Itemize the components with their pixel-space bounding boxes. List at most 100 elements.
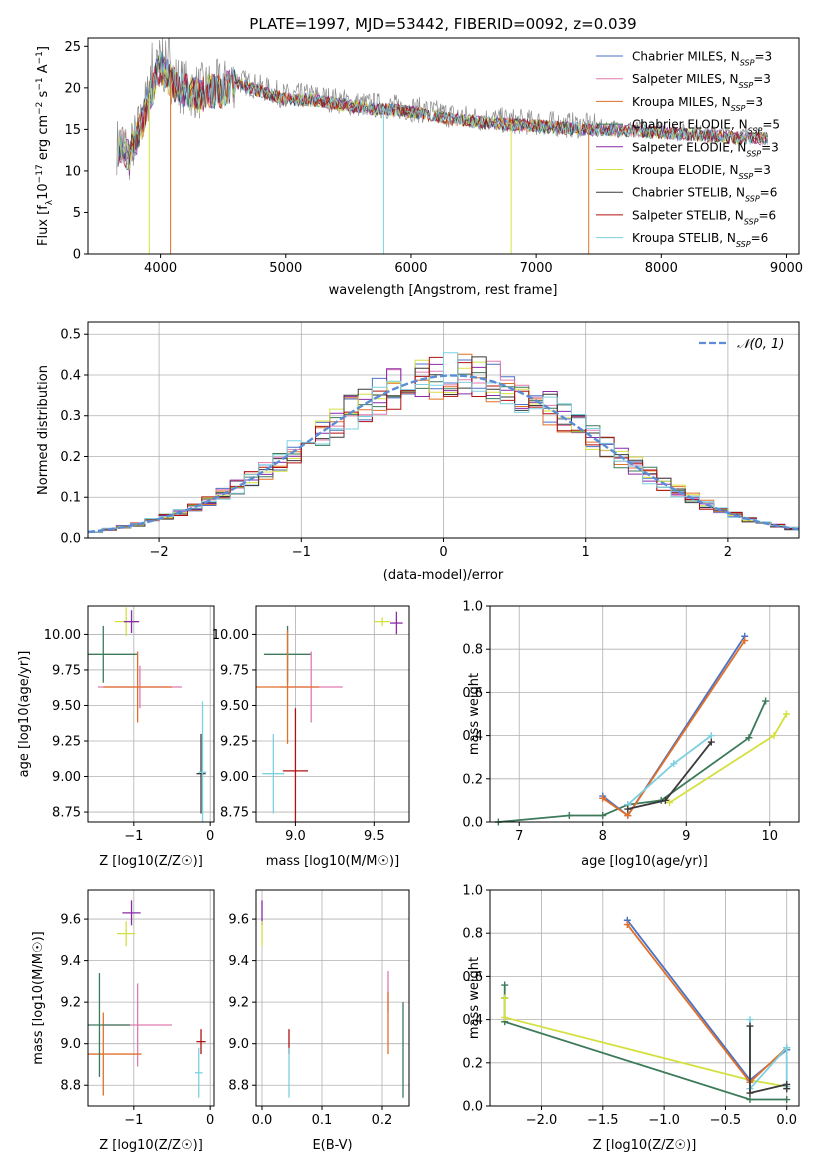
spectrum-ylabel: Flux [fλ10−17 erg cm−2 s−1 A−1] [35, 46, 55, 246]
spectrum-xtick-label: 5000 [269, 261, 302, 276]
massweight-vs-age-xtick-label: 7 [515, 829, 523, 844]
residuals-panel: (data-model)/error Normed distribution −… [36, 321, 800, 583]
mass-vs-Z-ytick-label: 9.0 [60, 1037, 81, 1052]
massweight-vs-age-point-marker [707, 738, 715, 746]
massweight-vs-Z-ytick-label: 0.6 [462, 970, 483, 985]
massweight-vs-Z-frame [489, 889, 800, 1107]
residuals-ytick-label: 0.2 [60, 450, 81, 465]
age-vs-mass-frame [255, 605, 410, 823]
massweight-vs-Z-xtick-label: −1.5 [587, 1113, 619, 1128]
spectrum-ytick-label: 5 [73, 206, 81, 221]
massweight-vs-age-point-marker [741, 637, 749, 645]
spectrum-plot-area [116, 37, 769, 254]
massweight-vs-age-ytick-label: 0.0 [462, 816, 483, 831]
residuals-ytick-label: 0.1 [60, 491, 81, 506]
massweight-vs-age-point-marker [707, 732, 715, 740]
massweight-vs-Z-ytick-label: 0.2 [462, 1056, 483, 1071]
legend-label: Chabrier STELIB, NSSP=6 [632, 186, 777, 204]
spectrum-legend: Chabrier MILES, NSSP=3 Salpeter MILES, NS… [596, 50, 780, 249]
residuals-xtick-label: 2 [724, 545, 732, 560]
massweight-vs-Z-ytick-label: 0.0 [462, 1100, 483, 1115]
residuals-ticks: −2 −1 0 1 2 0.0 0.1 0.2 0.3 0.4 0.5 [60, 328, 732, 560]
massweight-vs-Z-point-marker [746, 1096, 754, 1104]
massweight-vs-Z-point-marker [746, 1016, 754, 1024]
legend-label: Kroupa STELIB, NSSP=6 [632, 231, 768, 249]
massweight-vs-Z-ytick-label: 0.8 [462, 927, 483, 942]
spectrum-ytick-label: 15 [64, 123, 81, 138]
massweight-vs-Z-xtick-label: −1.0 [648, 1113, 680, 1128]
age-vs-Z-ytick-label: 9.75 [52, 663, 81, 678]
mass-vs-Z-frame [87, 889, 215, 1107]
mass-vs-Z-ylabel: mass [log10(M/M☉)] [31, 931, 46, 1064]
massweight-vs-Z-ylabel: mass weight [467, 957, 482, 1039]
massweight-vs-age-ytick-label: 1.0 [462, 600, 483, 615]
massweight-vs-age-point-marker [666, 799, 674, 807]
massweight-vs-Z-xtick-label: −0.5 [710, 1113, 742, 1128]
age-vs-Z-ytick-label: 9.00 [52, 770, 81, 785]
residuals-xtick-label: −1 [292, 545, 311, 560]
residuals-gaussian-curve [87, 374, 800, 534]
massweight-vs-Z-point-marker [501, 994, 509, 1002]
massweight-vs-age-point-marker [599, 812, 607, 820]
massweight-vs-Z-point-marker [783, 1085, 791, 1093]
legend-label: Chabrier ELODIE, NSSP=5 [632, 118, 780, 136]
mass-vs-ebv-xtick-label: 0.2 [372, 1113, 393, 1128]
massweight-vs-age-point-marker [782, 710, 790, 718]
massweight-vs-Z-point-marker [783, 1044, 791, 1052]
legend-label: Kroupa MILES, NSSP=3 [632, 95, 763, 113]
massweight-vs-Z-point-marker [746, 1089, 754, 1097]
spectrum-panel: PLATE=1997, MJD=53442, FIBERID=0092, z=0… [35, 15, 803, 298]
residuals-xlabel: (data-model)/error [383, 568, 504, 583]
age-vs-Z-frame [87, 605, 215, 823]
spectrum-xtick-label: 8000 [645, 261, 678, 276]
massweight-vs-age-ytick-label: 0.8 [462, 643, 483, 658]
massweight-vs-age-point-marker [661, 796, 669, 804]
residuals-xtick-label: 0 [439, 545, 447, 560]
age-vs-Z-xtick-label: −1 [124, 829, 143, 844]
legend-label: Salpeter STELIB, NSSP=6 [632, 208, 776, 226]
massweight-vs-age-point-marker [624, 805, 632, 813]
mass-vs-Z-ytick-label: 9.6 [60, 913, 81, 928]
spectrum-ticks: 4000 5000 6000 7000 8000 9000 0 5 10 15 20 25 [64, 40, 803, 276]
residuals-ytick-label: 0.0 [60, 532, 81, 547]
massweight-vs-Z-series-line [503, 985, 787, 1101]
age-vs-Z-xlabel: Z [log10(Z/Z☉)] [99, 854, 203, 869]
mass-vs-Z-ytick-label: 9.2 [60, 996, 81, 1011]
mass-vs-ebv-ytick-label: 9.2 [228, 996, 249, 1011]
age-vs-mass-ytick-label: 9.25 [220, 735, 249, 750]
massweight-vs-age-point-marker [762, 697, 770, 705]
legend-label: Salpeter MILES, NSSP=3 [632, 72, 771, 90]
age-vs-Z-xtick-label: 0 [206, 829, 214, 844]
mass-vs-ebv-xlabel: E(B-V) [312, 1138, 352, 1153]
massweight-vs-Z-series-line [749, 1019, 788, 1092]
massweight-vs-Z-point-marker [501, 1013, 509, 1021]
age-vs-mass-panel: 9.0 9.5 8.75 9.00 9.25 9.50 9.75 10.00 mass [log… [212, 605, 410, 869]
mass-vs-ebv-ytick-label: 8.8 [228, 1079, 249, 1094]
age-vs-mass-ytick-label: 9.50 [220, 699, 249, 714]
residuals-xtick-label: 1 [582, 545, 590, 560]
mass-vs-ebv-frame [255, 889, 410, 1107]
massweight-vs-age-point-marker [624, 812, 632, 820]
legend-label: Salpeter ELODIE, NSSP=3 [632, 140, 779, 158]
age-vs-mass-ytick-label: 9.75 [220, 663, 249, 678]
massweight-vs-Z-series-line [503, 998, 787, 1088]
mass-vs-Z-xtick-label: −1 [124, 1113, 143, 1128]
mass-vs-ebv-ytick-label: 9.6 [228, 913, 249, 928]
mass-vs-Z-ytick-label: 8.8 [60, 1079, 81, 1094]
age-vs-mass-ytick-label: 10.00 [212, 628, 249, 643]
residuals-plot-area [87, 352, 800, 534]
massweight-vs-age-ytick-label: 0.2 [462, 772, 483, 787]
residuals-xtick-label: −2 [150, 545, 169, 560]
massweight-vs-age-xtick-label: 8 [599, 829, 607, 844]
age-vs-Z-ytick-label: 8.75 [52, 806, 81, 821]
spectrum-frame [87, 37, 800, 255]
massweight-vs-Z-series-line [626, 924, 788, 1084]
massweight-vs-age-point-marker [745, 734, 753, 742]
spectrum-xtick-label: 7000 [520, 261, 553, 276]
massweight-vs-Z-xtick-label: 0.0 [776, 1113, 797, 1128]
massweight-vs-age-point-marker [670, 760, 678, 768]
age-vs-Z-panel: −1 0 8.75 9.00 9.25 9.50 9.75 10.00 Z [log10(Z/Z… [17, 605, 215, 869]
massweight-vs-age-ytick-label: 0.6 [462, 686, 483, 701]
legend-label: Chabrier MILES, NSSP=3 [632, 50, 772, 68]
